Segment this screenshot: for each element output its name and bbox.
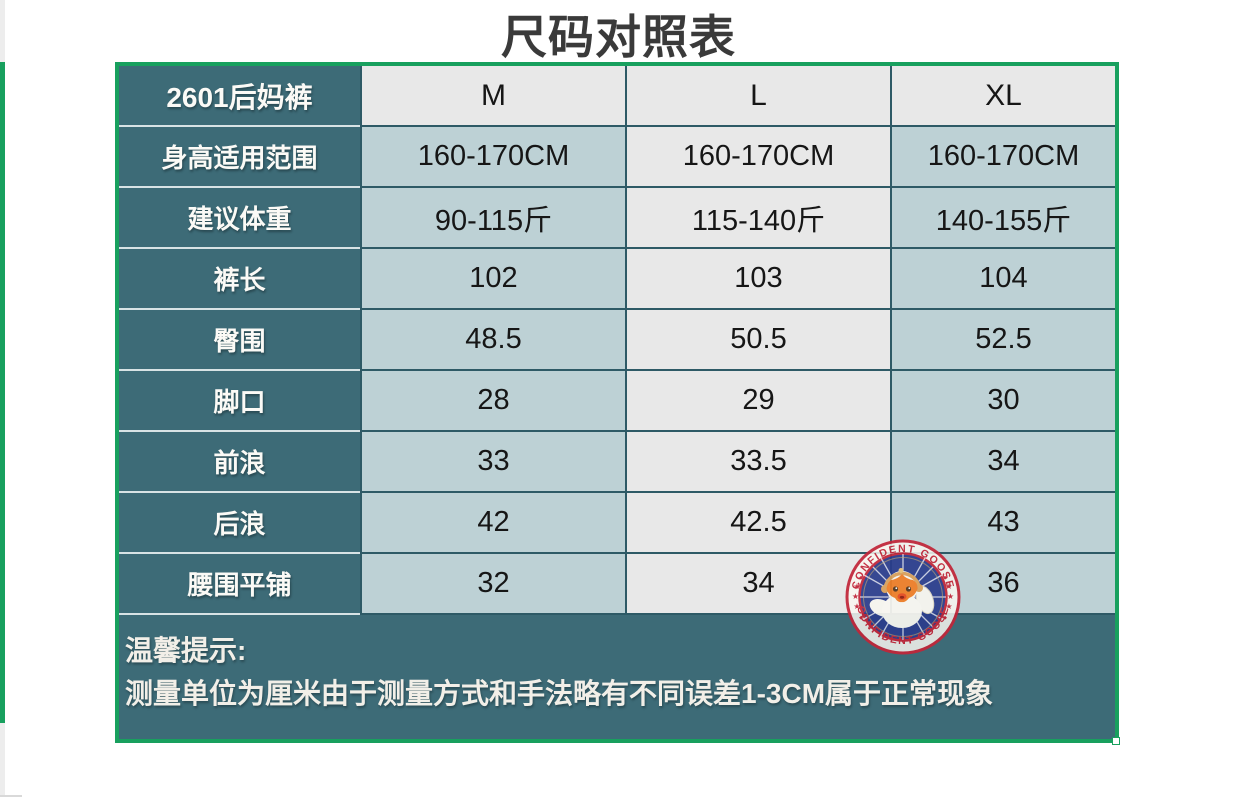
size-cell: 115-140斤	[627, 188, 892, 249]
product-cell: 2601后妈裤	[119, 66, 360, 127]
svg-text:★: ★	[853, 602, 860, 611]
svg-text:★: ★	[852, 592, 859, 601]
row-label: 臀围	[119, 310, 360, 371]
size-header-m: M	[360, 66, 627, 127]
size-cell: 102	[360, 249, 627, 310]
note-title: 温馨提示:	[125, 635, 247, 666]
row-label: 建议体重	[119, 188, 360, 249]
row-label: 后浪	[119, 493, 360, 554]
svg-text:◆: ◆	[943, 615, 947, 621]
screen-edge-artifact	[0, 0, 5, 62]
note-body: 测量单位为厘米由于测量方式和手法略有不同误差1-3CM属于正常现象	[125, 678, 994, 710]
size-header-l: L	[627, 66, 892, 127]
note-section: 温馨提示: 测量单位为厘米由于测量方式和手法略有不同误差1-3CM属于正常现象	[119, 615, 1115, 739]
page-title: 尺码对照表	[501, 11, 736, 63]
size-cell: 50.5	[627, 310, 892, 371]
size-header-xl: XL	[892, 66, 1115, 127]
svg-text:★: ★	[945, 602, 952, 611]
selection-handle[interactable]	[1112, 737, 1120, 745]
size-cell: 160-170CM	[627, 127, 892, 188]
size-cell: 33	[360, 432, 627, 493]
size-cell: 103	[627, 249, 892, 310]
svg-text:★: ★	[853, 582, 860, 591]
svg-text:◆: ◆	[859, 575, 863, 581]
size-cell: 104	[892, 249, 1115, 310]
brand-stamp: ★ ★ ★ ★ ★ ★ ◆ ◆ ◆ ◆ CONFIDENT GOOSE CONF…	[845, 539, 961, 655]
svg-text:◆: ◆	[943, 575, 947, 581]
row-label: 裤长	[119, 249, 360, 310]
size-cell: 140-155斤	[892, 188, 1115, 249]
goose-icon	[869, 568, 935, 628]
size-cell: 52.5	[892, 310, 1115, 371]
row-label: 前浪	[119, 432, 360, 493]
size-cell: 33.5	[627, 432, 892, 493]
size-cell: 30	[892, 371, 1115, 432]
size-cell: 42	[360, 493, 627, 554]
size-cell: 160-170CM	[360, 127, 627, 188]
size-cell: 43	[892, 493, 1115, 554]
row-label: 身高适用范围	[119, 127, 360, 188]
size-cell: 34	[892, 432, 1115, 493]
size-cell: 42.5	[627, 493, 892, 554]
size-cell: 48.5	[360, 310, 627, 371]
row-label: 腰围平铺	[119, 554, 360, 615]
row-label: 脚口	[119, 371, 360, 432]
stamp-stars: ★ ★ ★ ★ ★ ★ ◆ ◆ ◆ ◆	[852, 575, 954, 621]
size-cell: 160-170CM	[892, 127, 1115, 188]
size-cell: 90-115斤	[360, 188, 627, 249]
size-cell: 29	[627, 371, 892, 432]
size-cell: 32	[360, 554, 627, 615]
screen-edge-artifact	[0, 795, 22, 797]
svg-text:◆: ◆	[859, 615, 863, 621]
size-table: 2601后妈裤 M L XL 身高适用范围 160-170CM 160-170C…	[115, 62, 1119, 743]
svg-text:★: ★	[947, 592, 954, 601]
screen-edge-artifact	[0, 723, 5, 795]
size-cell: 28	[360, 371, 627, 432]
svg-text:★: ★	[945, 582, 952, 591]
screen-edge-artifact	[0, 62, 5, 723]
